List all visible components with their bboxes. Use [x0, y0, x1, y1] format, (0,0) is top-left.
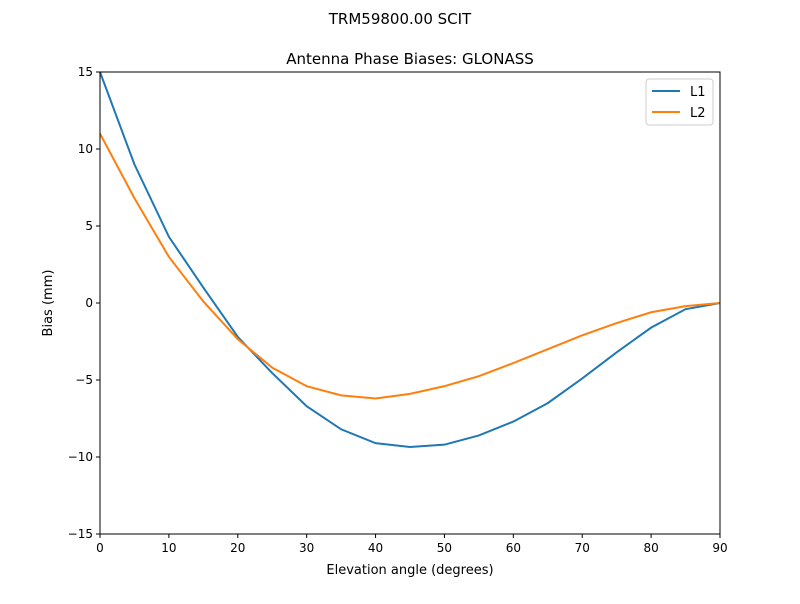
x-tick-label: 70	[575, 541, 590, 555]
x-tick-label: 40	[368, 541, 383, 555]
suptitle: TRM59800.00 SCIT	[328, 10, 472, 28]
y-tick-label: 0	[85, 296, 93, 310]
y-tick-label: 10	[78, 142, 93, 156]
axes-frame	[99, 71, 721, 535]
y-tick-label: 5	[85, 219, 93, 233]
ticks: 0 10 20 30 40 50 60 70 80 90 −15 −10 −5 0 5 10 15	[68, 65, 728, 555]
series-line-L2	[99, 133, 721, 400]
x-tick-label: 0	[96, 541, 104, 555]
x-tick-label: 10	[161, 541, 176, 555]
plot-area	[99, 71, 721, 448]
legend-label: L2	[690, 106, 706, 121]
y-tick-label: 15	[78, 65, 93, 79]
x-tick-label: 30	[299, 541, 314, 555]
x-tick-label: 90	[712, 541, 727, 555]
y-axis-label: Bias (mm)	[41, 270, 56, 337]
legend-label: L1	[690, 85, 706, 100]
series-line-L1	[99, 71, 721, 448]
y-tick-label: −5	[75, 373, 93, 387]
x-tick-label: 50	[437, 541, 452, 555]
y-tick-label: −15	[68, 527, 93, 541]
x-tick-label: 80	[643, 541, 658, 555]
x-tick-label: 20	[230, 541, 245, 555]
x-tick-label: 60	[506, 541, 521, 555]
y-tick-label: −10	[68, 450, 93, 464]
chart-title: Antenna Phase Biases: GLONASS	[286, 50, 534, 68]
x-axis-label: Elevation angle (degrees)	[326, 563, 493, 578]
